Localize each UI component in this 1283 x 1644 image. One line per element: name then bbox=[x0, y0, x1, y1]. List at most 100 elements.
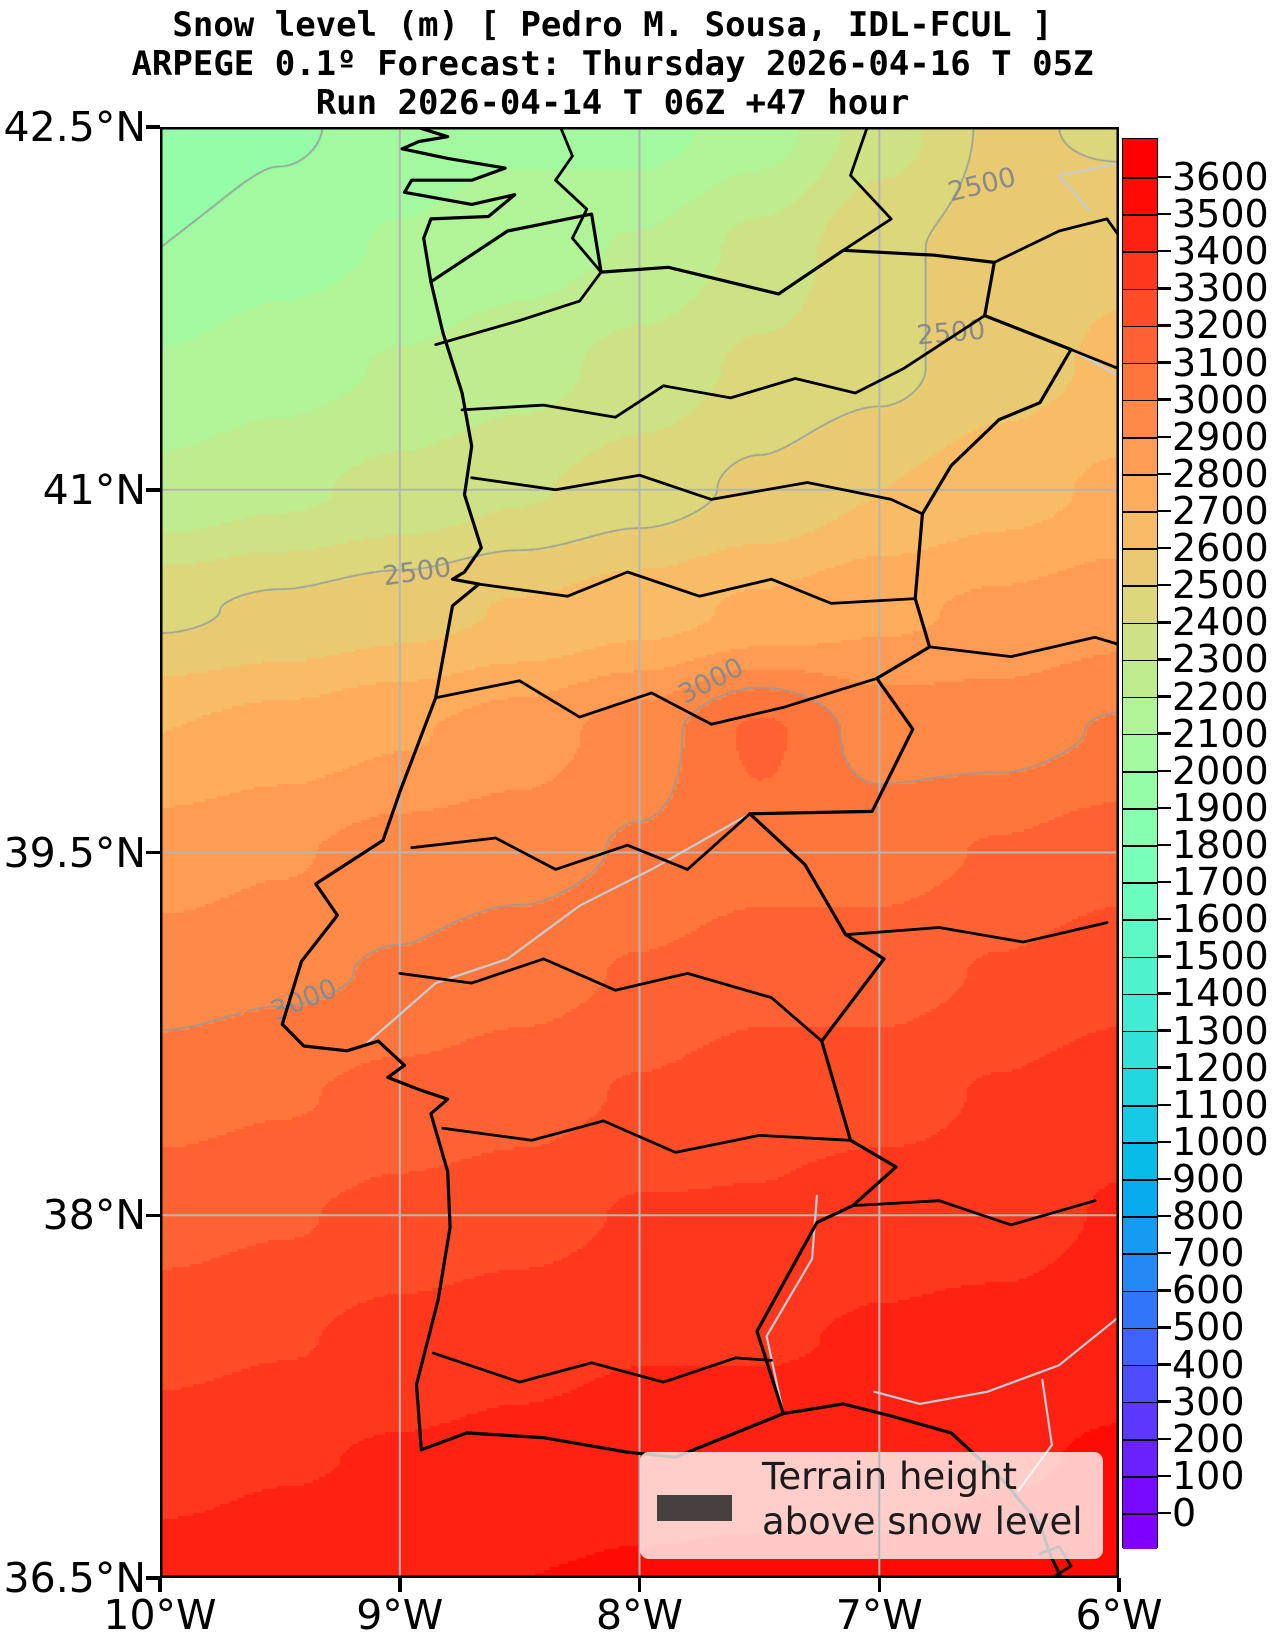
axes-frame bbox=[160, 127, 1119, 1578]
y-tick-mark bbox=[146, 125, 160, 129]
river-line bbox=[873, 1315, 1119, 1405]
colorbar-tick-line bbox=[1123, 993, 1157, 996]
colorbar-tick-mark bbox=[1158, 769, 1171, 773]
colorbar-tick-line bbox=[1123, 177, 1157, 179]
colorbar-tick-line bbox=[1123, 771, 1157, 773]
colorbar-segment bbox=[1123, 697, 1157, 735]
colorbar-tick-mark bbox=[1158, 695, 1171, 698]
colorbar-segment bbox=[1123, 1068, 1157, 1106]
colorbar-over-segment bbox=[1123, 139, 1157, 178]
colorbar-tick-mark bbox=[1158, 361, 1171, 364]
colorbar-tick-label: 2400 bbox=[1172, 600, 1269, 645]
colorbar-segment bbox=[1123, 920, 1157, 958]
colorbar-tick-label: 1800 bbox=[1172, 823, 1269, 867]
colorbar-tick-line bbox=[1123, 1476, 1157, 1478]
colorbar-segment bbox=[1123, 1402, 1157, 1440]
district-boundary bbox=[434, 270, 603, 346]
colorbar-tick-label: 100 bbox=[1172, 1453, 1245, 1498]
colorbar-tick-mark bbox=[1158, 992, 1171, 995]
x-tick-label: 8°W bbox=[595, 1591, 684, 1639]
colorbar-tick-label: 3100 bbox=[1172, 340, 1269, 385]
colorbar-tick-line bbox=[1123, 808, 1157, 810]
colorbar-tick-mark bbox=[1158, 806, 1171, 810]
y-tick-mark bbox=[146, 1213, 160, 1217]
colorbar-segment bbox=[1123, 474, 1157, 512]
legend-terrain-swatch bbox=[657, 1495, 732, 1521]
chart-title-line1: Snow level (m) [ Pedro M. Sousa, IDL-FCU… bbox=[172, 5, 1053, 45]
district-boundary bbox=[470, 473, 924, 516]
colorbar-tick-mark bbox=[1158, 880, 1171, 884]
chart-title-line2: ARPEGE 0.1º Forecast: Thursday 2026-04-1… bbox=[131, 44, 1094, 84]
district-boundary bbox=[398, 957, 824, 1043]
colorbar-tick-label: 3400 bbox=[1172, 229, 1269, 274]
colorbar-tick-line bbox=[1123, 622, 1157, 625]
colorbar-tick-line bbox=[1123, 659, 1157, 662]
colorbar-tick-mark bbox=[1158, 1363, 1171, 1366]
colorbar-tick-mark bbox=[1158, 1140, 1171, 1144]
colorbar-tick-label: 3500 bbox=[1172, 192, 1269, 237]
district-boundary bbox=[1069, 348, 1119, 371]
colorbar-tick-label: 2500 bbox=[1172, 563, 1269, 608]
colorbar-tick-label: 2800 bbox=[1172, 451, 1269, 496]
colorbar-segment bbox=[1123, 1142, 1157, 1180]
colorbar-tick-mark bbox=[1158, 583, 1171, 587]
colorbar-segment bbox=[1123, 1105, 1157, 1143]
x-tick-label: 9°W bbox=[356, 1591, 444, 1639]
colorbar-segment bbox=[1123, 1254, 1157, 1292]
colorbar-segment bbox=[1123, 215, 1157, 253]
colorbar-tick-mark bbox=[1158, 955, 1171, 958]
colorbar-tick-line bbox=[1123, 585, 1157, 587]
district-boundary bbox=[441, 1119, 852, 1154]
y-tick-label: 42.5°N bbox=[3, 103, 146, 151]
colorbar-tick-label: 3000 bbox=[1172, 377, 1269, 422]
colorbar-tick-line bbox=[1123, 214, 1157, 216]
colorbar-tick-label: 2700 bbox=[1172, 489, 1269, 533]
district-boundary bbox=[431, 1351, 773, 1384]
colorbar-tick-mark bbox=[1158, 1214, 1171, 1218]
district-boundary bbox=[851, 1199, 1097, 1227]
colorbar-tick-line bbox=[1123, 919, 1157, 921]
colorbar-tick-label: 2100 bbox=[1172, 711, 1269, 756]
colorbar-segment bbox=[1123, 1328, 1157, 1366]
colorbar-segment bbox=[1123, 660, 1157, 698]
colorbar-tick-label: 1600 bbox=[1172, 897, 1269, 942]
colorbar-segment bbox=[1123, 957, 1157, 995]
district-boundary bbox=[460, 314, 987, 419]
colorbar-tick-mark bbox=[1158, 732, 1171, 735]
colorbar-tick-mark bbox=[1158, 435, 1171, 439]
colorbar-tick-line bbox=[1123, 956, 1157, 959]
colorbar-tick-mark bbox=[1158, 175, 1171, 179]
colorbar-tick-label: 0 bbox=[1172, 1491, 1197, 1535]
colorbar-segment bbox=[1123, 178, 1157, 216]
colorbar-segment bbox=[1123, 512, 1157, 550]
colorbar-tick-mark bbox=[1158, 917, 1171, 921]
colorbar-tick-line bbox=[1123, 1290, 1157, 1293]
colorbar-tick-label: 2000 bbox=[1172, 748, 1269, 793]
colorbar-tick-label: 800 bbox=[1172, 1194, 1245, 1239]
colorbar-segment bbox=[1123, 1031, 1157, 1069]
colorbar-segment bbox=[1123, 289, 1157, 327]
colorbar-tick-label: 1400 bbox=[1172, 971, 1269, 1016]
colorbar-segment bbox=[1123, 437, 1157, 475]
colorbar-tick-label: 400 bbox=[1172, 1342, 1245, 1387]
colorbar-tick-line bbox=[1123, 511, 1157, 513]
colorbar-tick-label: 600 bbox=[1172, 1268, 1245, 1313]
colorbar-segment bbox=[1123, 1217, 1157, 1255]
colorbar-segment bbox=[1123, 1476, 1157, 1514]
colorbar-tick-label: 1900 bbox=[1172, 785, 1269, 830]
x-tick-label: 6°W bbox=[1075, 1591, 1163, 1639]
colorbar-tick-mark bbox=[1158, 287, 1171, 290]
colorbar-tick-label: 500 bbox=[1172, 1305, 1245, 1350]
colorbar-segment bbox=[1123, 994, 1157, 1032]
district-boundary bbox=[992, 217, 1119, 264]
colorbar-segment bbox=[1123, 586, 1157, 624]
legend-label-line2: above snow level bbox=[762, 1500, 1083, 1543]
colorbar-segment bbox=[1123, 326, 1157, 364]
colorbar-tick-mark bbox=[1158, 1289, 1171, 1292]
y-tick-label: 41°N bbox=[42, 465, 146, 514]
colorbar-tick-label: 2200 bbox=[1172, 674, 1269, 719]
x-tick-mark bbox=[158, 1578, 162, 1592]
colorbar-tick-mark bbox=[1158, 1066, 1171, 1069]
x-tick-mark bbox=[398, 1578, 402, 1592]
colorbar-tick-line bbox=[1123, 1401, 1157, 1404]
